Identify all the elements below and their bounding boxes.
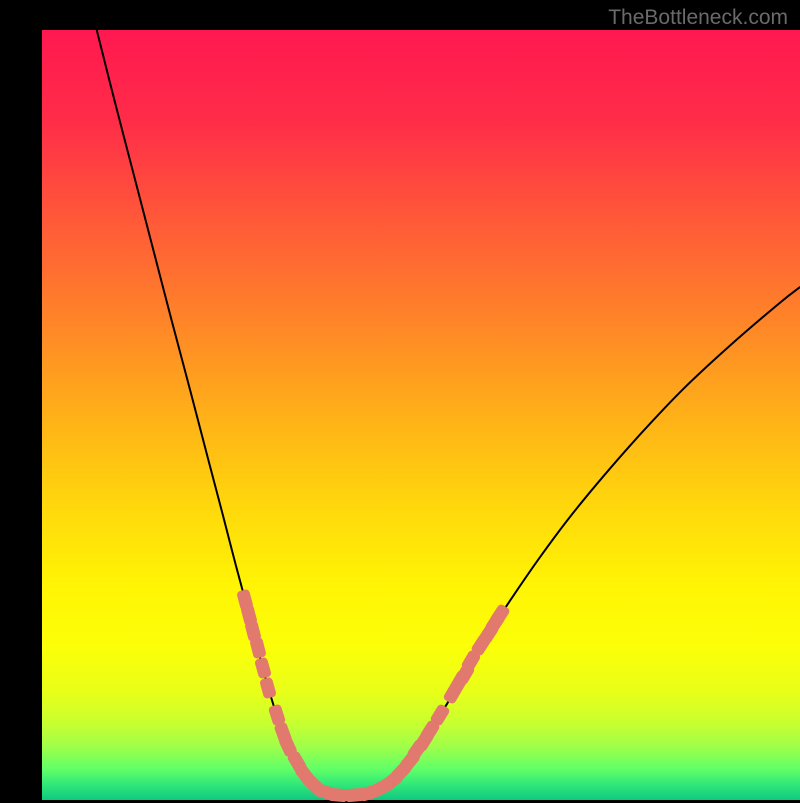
data-marker: [254, 657, 272, 680]
data-marker: [429, 703, 450, 727]
plot-area: [42, 30, 800, 800]
data-marker: [260, 677, 278, 700]
watermark-text: TheBottleneck.com: [608, 6, 788, 30]
data-marker: [249, 637, 267, 660]
marker-layer: [42, 30, 800, 800]
